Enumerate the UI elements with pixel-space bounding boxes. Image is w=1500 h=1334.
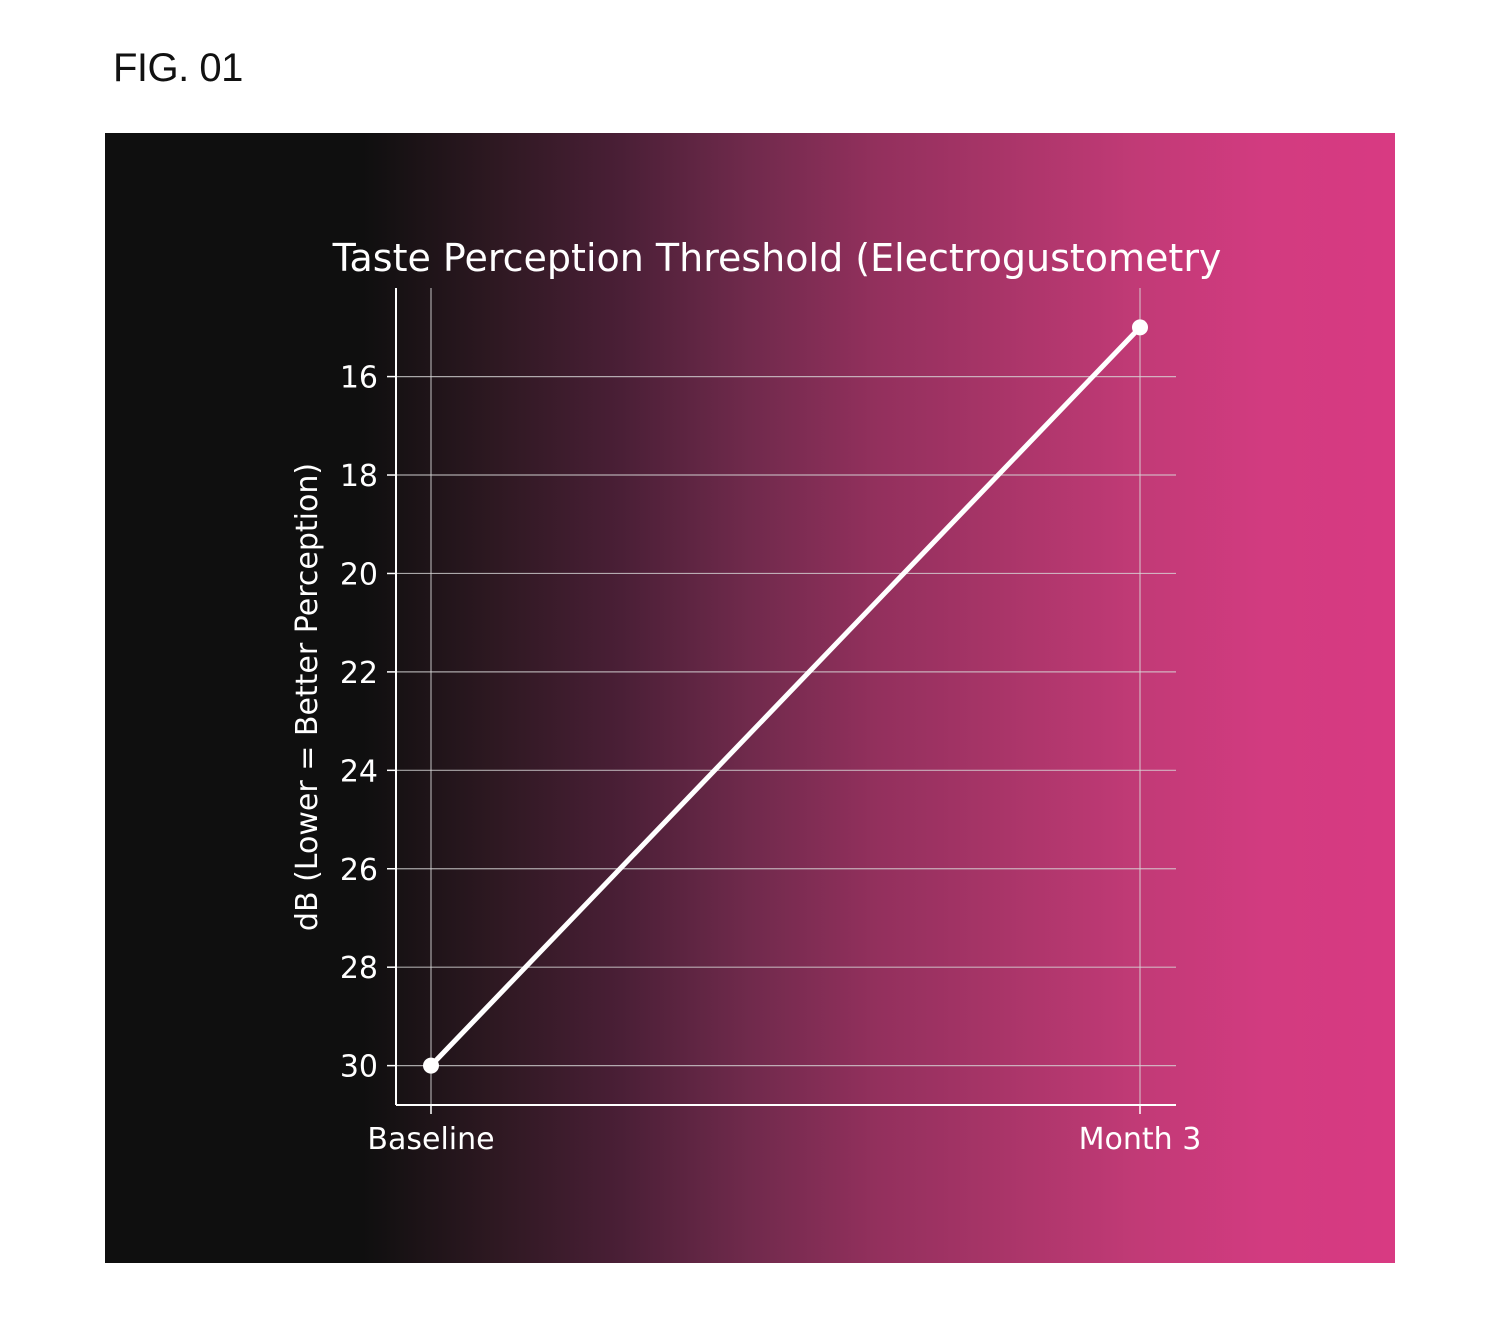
series [423, 319, 1148, 1074]
x-tick-label: Baseline [367, 1122, 494, 1157]
y-tick-label: 30 [340, 1050, 378, 1085]
y-tick-label: 18 [340, 459, 378, 494]
y-tick-label: 16 [340, 361, 378, 396]
tick-labels: 16 18 20 22 24 26 28 30 Baseline Month 3 [340, 361, 1202, 1157]
y-tick-label: 24 [340, 754, 378, 789]
y-tick-label: 28 [340, 951, 378, 986]
data-point [1132, 319, 1148, 336]
chart-panel: Taste Perception Threshold (Electrogusto… [105, 133, 1395, 1263]
data-point [423, 1057, 439, 1074]
y-tick-label: 26 [340, 853, 378, 888]
chart-title: Taste Perception Threshold (Electrogusto… [332, 236, 1222, 280]
series-line [428, 324, 1143, 1069]
y-tick-label: 20 [340, 557, 378, 592]
line-chart: Taste Perception Threshold (Electrogusto… [290, 236, 1222, 1157]
axes [387, 288, 1176, 1114]
y-tick-label: 22 [340, 656, 378, 691]
x-tick-label: Month 3 [1079, 1122, 1202, 1157]
figure-label: FIG. 01 [113, 46, 243, 90]
y-axis-label: dB (Lower = Better Perception) [290, 463, 325, 931]
